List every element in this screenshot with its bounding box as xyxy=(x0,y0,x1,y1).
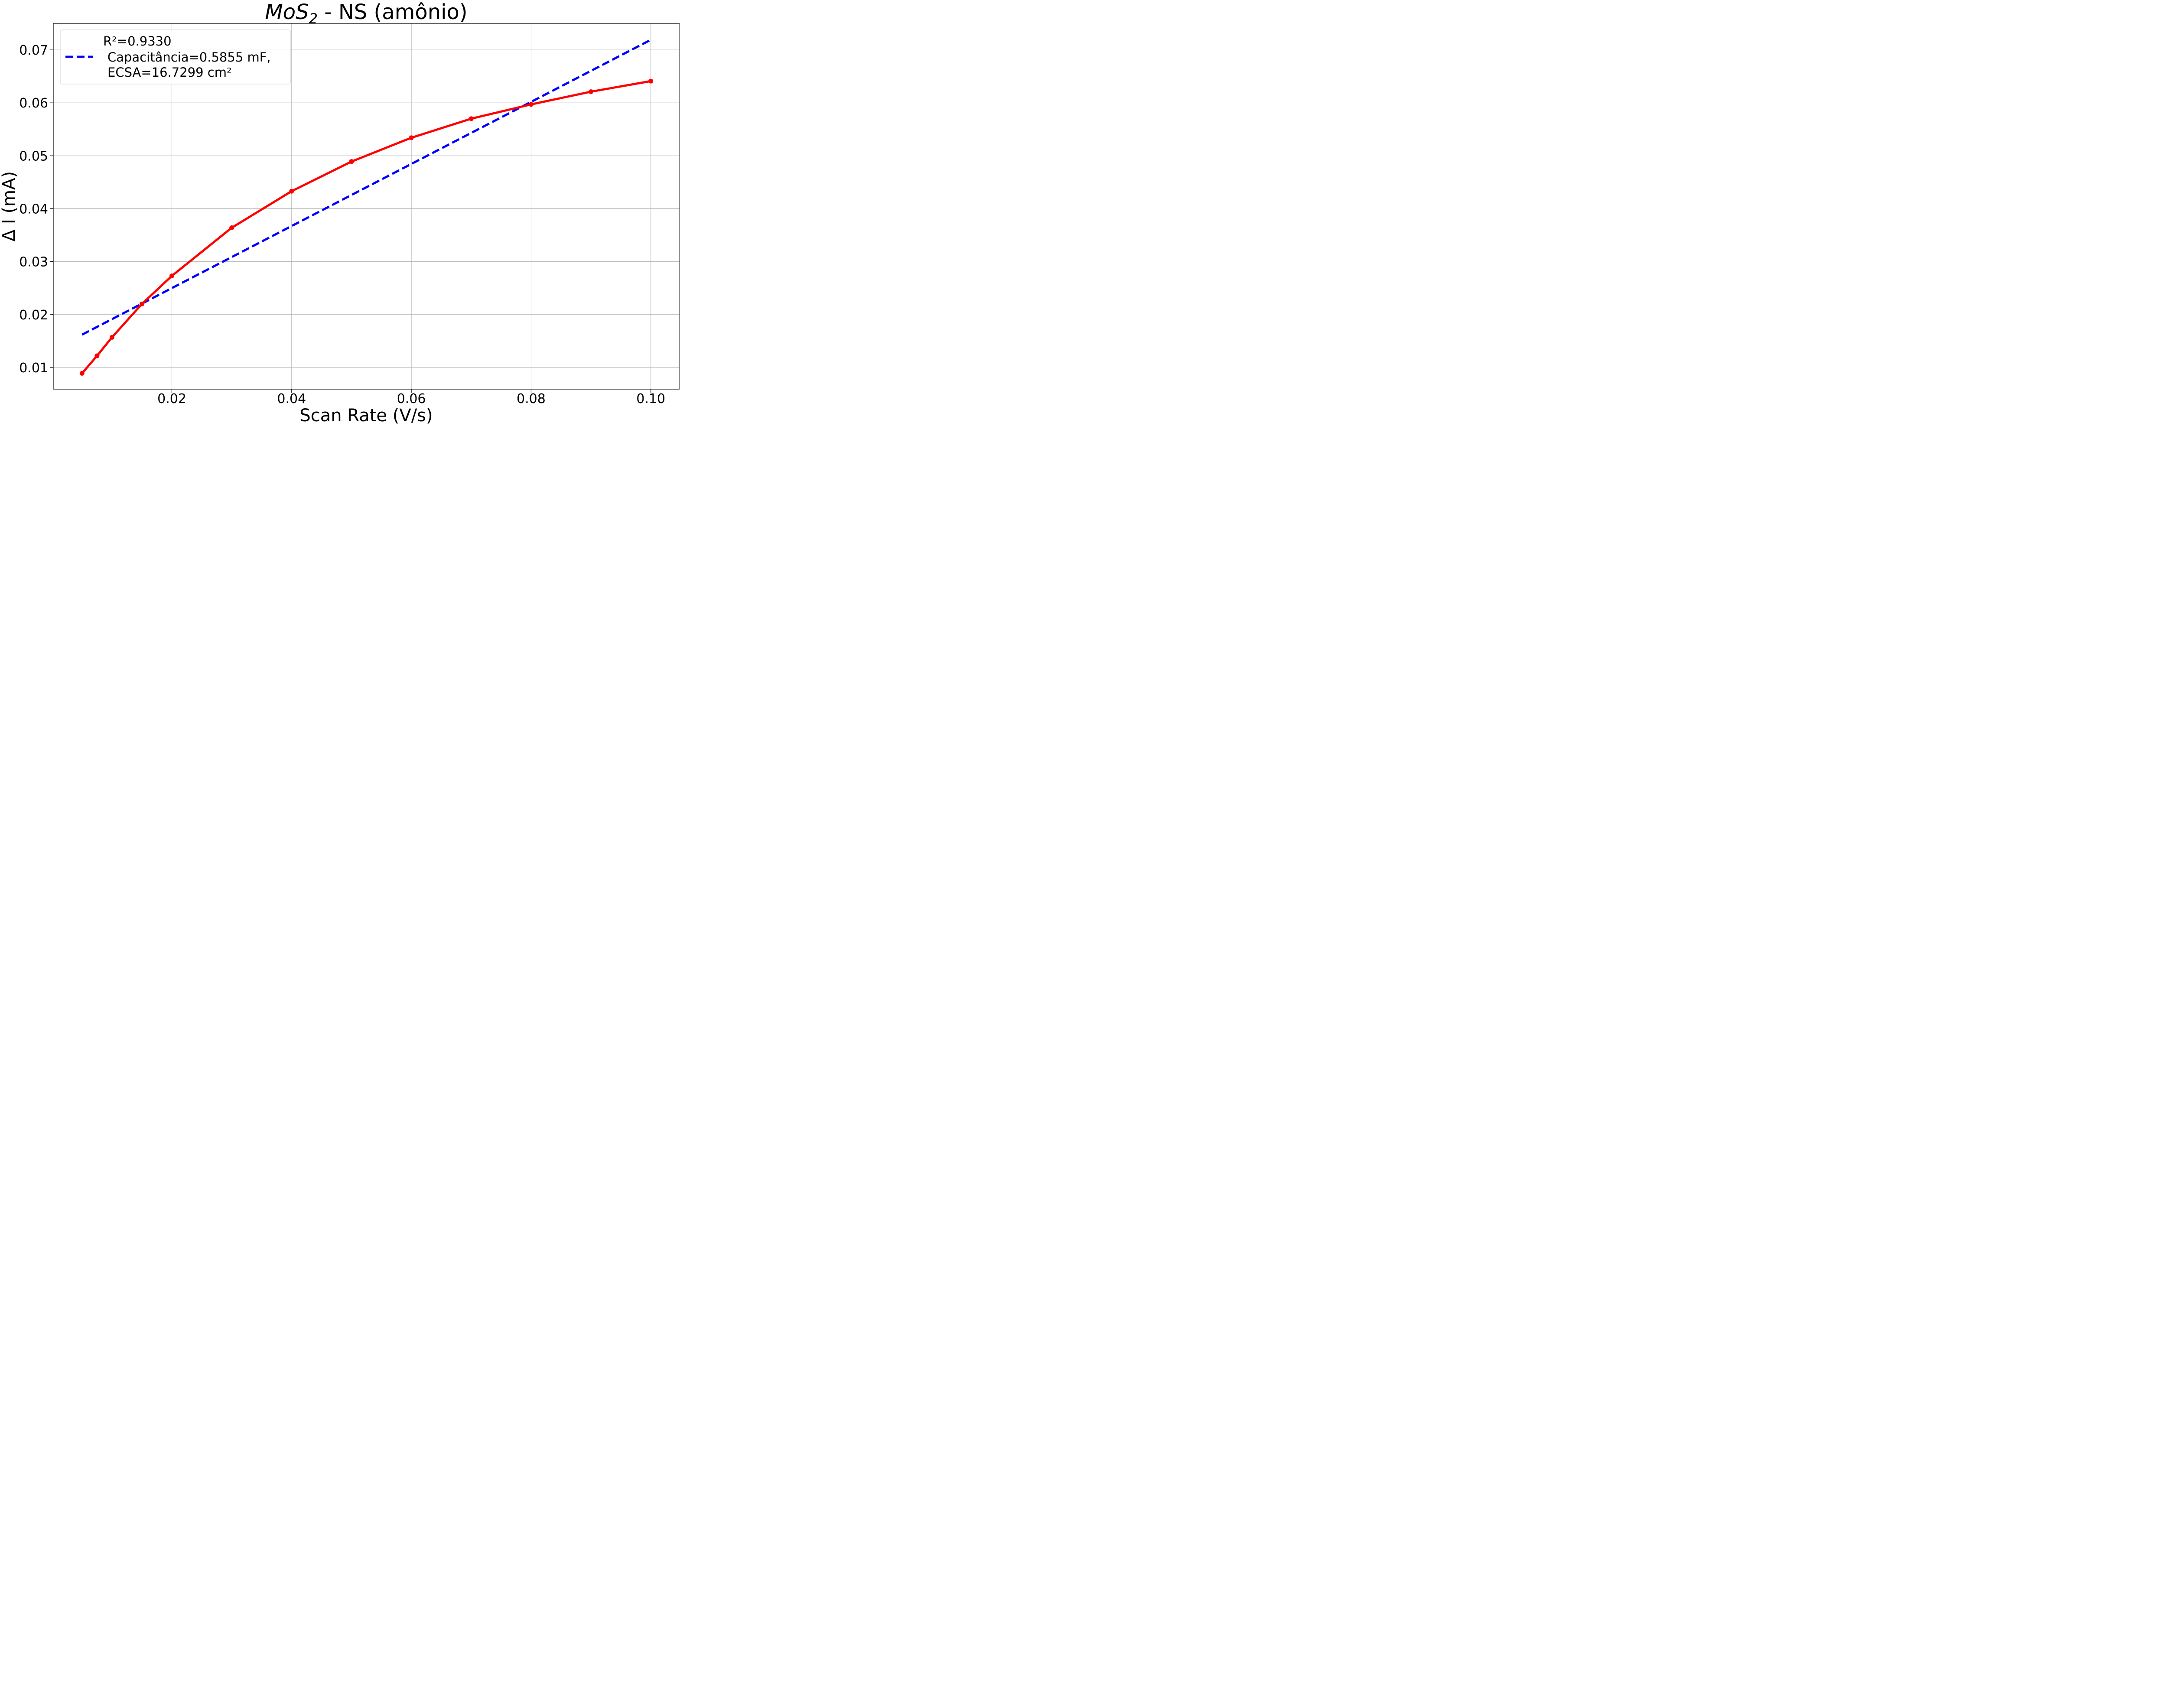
legend-fit-label-2: ECSA=16.7299 cm² xyxy=(107,65,232,80)
data-point xyxy=(528,102,534,107)
data-point xyxy=(139,301,144,306)
data-point xyxy=(589,89,594,94)
y-tick-label: 0.01 xyxy=(19,361,48,376)
x-tick-label: 0.10 xyxy=(636,391,665,407)
data-point xyxy=(79,371,85,376)
fit-series xyxy=(81,39,651,336)
plot-frame xyxy=(53,23,680,390)
data-line xyxy=(81,80,651,374)
legend-fit-label-1: Capacitância=0.5855 mF, xyxy=(107,50,271,65)
x-tick-label: 0.08 xyxy=(517,391,546,407)
y-tick-label: 0.04 xyxy=(19,202,48,217)
chart-title: MoS2 - NS (amônio) xyxy=(265,0,467,27)
data-point xyxy=(648,78,654,84)
y-axis-label: Δ I (mA) xyxy=(0,171,19,241)
y-tick-label: 0.02 xyxy=(19,308,48,323)
data-point xyxy=(409,135,414,140)
legend-r2: R²=0.9330 xyxy=(103,34,172,49)
y-tick-label: 0.07 xyxy=(19,43,48,58)
x-axis-label: Scan Rate (V/s) xyxy=(299,406,433,425)
fit-line xyxy=(81,39,651,336)
y-tick-label: 0.06 xyxy=(19,96,48,111)
x-tick-label: 0.06 xyxy=(397,391,426,407)
data-point xyxy=(229,225,234,230)
data-point xyxy=(469,116,474,121)
chart: 0.02 0.04 0.06 0.08 0.10 0.01 0.02 0.03 0.04 0.05… xyxy=(0,0,680,425)
data-series xyxy=(79,78,654,376)
data-point xyxy=(289,189,294,194)
x-tick-label: 0.02 xyxy=(157,391,186,407)
data-point xyxy=(349,159,354,164)
x-tick-label: 0.04 xyxy=(277,391,306,407)
data-point xyxy=(94,353,100,358)
y-tick-label: 0.03 xyxy=(19,255,48,270)
legend: R²=0.9330 Capacitância=0.5855 mF, ECSA=1… xyxy=(60,29,291,85)
data-point xyxy=(169,273,175,279)
ticks: 0.02 0.04 0.06 0.08 0.10 0.01 0.02 0.03 0.04 0.05… xyxy=(19,43,665,407)
y-tick-label: 0.05 xyxy=(19,149,48,164)
legend-box xyxy=(60,29,291,85)
data-point xyxy=(109,335,114,340)
